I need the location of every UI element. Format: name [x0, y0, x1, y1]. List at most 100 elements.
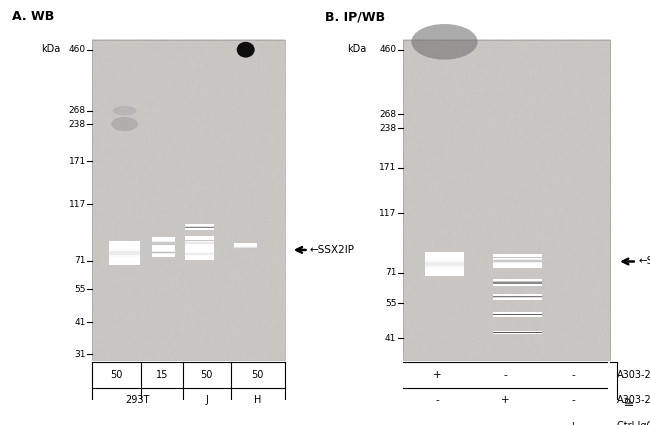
Text: A303-298A: A303-298A [617, 370, 650, 380]
Text: 460: 460 [380, 45, 396, 54]
Bar [109, 261, 140, 263]
Bar [185, 248, 214, 249]
Bar [425, 254, 463, 256]
Text: Ctrl IgG: Ctrl IgG [617, 421, 650, 425]
Bar [185, 225, 214, 226]
Text: 268: 268 [69, 106, 86, 115]
Ellipse shape [111, 117, 138, 131]
Bar [152, 246, 175, 247]
Bar [493, 298, 542, 299]
Bar [152, 255, 175, 256]
Bar [493, 286, 542, 287]
Bar [185, 251, 214, 252]
Bar [493, 284, 542, 285]
Bar [185, 256, 214, 257]
Bar [185, 244, 214, 245]
Text: 171: 171 [379, 163, 396, 172]
Bar [493, 281, 542, 282]
Bar [152, 251, 175, 252]
Bar [493, 260, 542, 261]
Text: ←SSX2IP: ←SSX2IP [638, 256, 650, 266]
Bar [152, 252, 175, 253]
Text: 31: 31 [74, 349, 86, 359]
Bar [425, 268, 463, 269]
Bar [235, 252, 257, 253]
Bar [185, 255, 214, 256]
Bar [152, 240, 175, 241]
Bar [493, 267, 542, 268]
Bar [185, 228, 214, 229]
Text: J: J [205, 396, 208, 405]
Text: 460: 460 [69, 45, 86, 54]
Text: 171: 171 [68, 157, 86, 166]
Bar [493, 255, 542, 256]
Bar [109, 245, 140, 247]
Bar [185, 236, 214, 237]
Text: +: + [569, 421, 577, 425]
Bar [185, 252, 214, 253]
Bar [152, 248, 175, 249]
Bar [152, 254, 175, 255]
Bar [152, 241, 175, 242]
Bar [425, 274, 463, 275]
Bar [185, 246, 214, 247]
Bar [235, 249, 257, 250]
Bar [152, 247, 175, 248]
Ellipse shape [112, 106, 136, 116]
Bar [493, 282, 542, 283]
Bar [425, 266, 463, 268]
Bar [152, 237, 175, 238]
Bar [109, 257, 140, 259]
Text: +: + [500, 396, 510, 405]
Text: -: - [503, 421, 507, 425]
Bar [185, 253, 214, 254]
Text: 117: 117 [68, 200, 86, 209]
Bar [185, 254, 214, 255]
Text: 55: 55 [74, 285, 86, 294]
Bar [185, 238, 214, 239]
Text: -: - [503, 370, 507, 380]
Text: A. WB: A. WB [12, 10, 55, 23]
Bar [152, 243, 175, 244]
Bar [235, 247, 257, 249]
Bar [185, 241, 214, 243]
Bar [185, 224, 214, 225]
Bar [493, 254, 542, 255]
Bar [493, 296, 542, 297]
Bar [493, 264, 542, 266]
Bar [493, 294, 542, 295]
Bar [109, 249, 140, 251]
Bar [235, 254, 257, 255]
Bar [493, 299, 542, 300]
Bar [152, 242, 175, 243]
Bar [425, 270, 463, 272]
Bar [493, 261, 542, 262]
Text: kDa: kDa [41, 44, 60, 54]
Text: -: - [571, 370, 575, 380]
Bar [425, 264, 463, 266]
Bar [109, 243, 140, 245]
Text: 50: 50 [111, 370, 123, 380]
Bar [493, 256, 542, 258]
Text: 238: 238 [380, 124, 396, 133]
Text: 41: 41 [385, 334, 396, 343]
Bar [235, 246, 257, 247]
Text: +: + [433, 370, 441, 380]
Text: 55: 55 [385, 299, 396, 308]
Bar [92, 40, 285, 360]
Text: 71: 71 [385, 268, 396, 277]
Text: 238: 238 [69, 119, 86, 128]
Text: 41: 41 [74, 318, 86, 327]
Bar [152, 253, 175, 254]
Text: kDa: kDa [346, 44, 366, 54]
Bar [425, 272, 463, 274]
Text: 50: 50 [252, 370, 264, 380]
Text: IP: IP [625, 396, 635, 405]
Bar [493, 262, 542, 263]
Bar [185, 239, 214, 241]
Bar [185, 245, 214, 246]
Ellipse shape [411, 24, 478, 60]
Bar [185, 229, 214, 230]
Text: ←SSX2IP: ←SSX2IP [310, 245, 355, 255]
Bar [493, 297, 542, 298]
